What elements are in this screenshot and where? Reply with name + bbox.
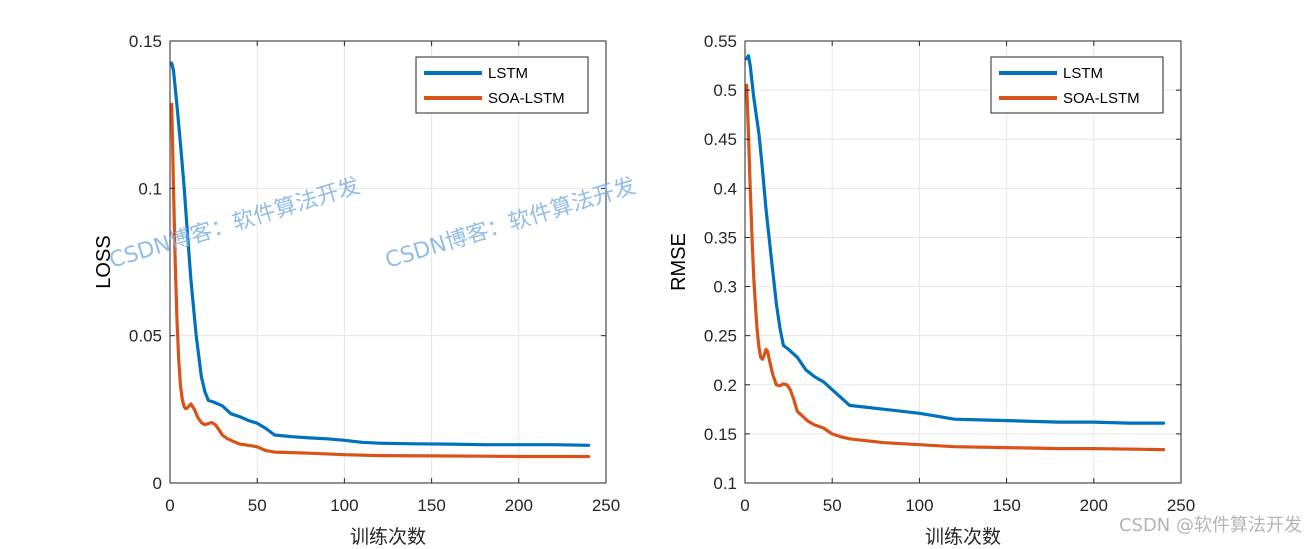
rmse-chart-series [745, 54, 1166, 452]
rmse-xtick-label: 200 [1080, 496, 1108, 515]
rmse-legend-lstm-label: LSTM [1063, 65, 1103, 82]
rmse-chart-ylabel: RMSE [668, 233, 690, 291]
rmse-ytick-label: 0.35 [704, 228, 737, 247]
rmse-ytick-label: 0.3 [713, 278, 737, 297]
loss-ytick-label: 0.1 [138, 179, 162, 198]
loss-series-soa-lstm-line [170, 102, 591, 459]
rmse-ytick-label: 0.15 [704, 425, 737, 444]
rmse-xtick-label: 150 [992, 496, 1020, 515]
rmse-ytick-label: 0.55 [704, 32, 737, 51]
loss-ytick-label: 0 [153, 474, 162, 493]
loss-xtick-label: 100 [330, 496, 358, 515]
rmse-xtick-label: 0 [740, 496, 749, 515]
loss-chart-ticks: 0 50 100 150 200 250 0 0.05 0.1 0.15 [129, 32, 620, 515]
loss-legend-soa-lstm-label: SOA-LSTM [488, 90, 565, 107]
rmse-legend-soa-lstm-label: SOA-LSTM [1063, 90, 1140, 107]
loss-legend-lstm-label: LSTM [488, 65, 528, 82]
rmse-ytick-label: 0.4 [713, 179, 737, 198]
rmse-ytick-label: 0.1 [713, 474, 737, 493]
loss-chart-xlabel: 训练次数 [350, 526, 426, 548]
rmse-ytick-label: 0.25 [704, 327, 737, 346]
loss-chart-axes-box [169, 40, 607, 484]
rmse-series-soa-lstm-line [745, 83, 1166, 452]
loss-xtick-label: 200 [505, 496, 533, 515]
loss-chart-legend: LSTM SOA-LSTM [415, 56, 589, 114]
rmse-ytick-label: 0.45 [704, 130, 737, 149]
loss-chart-legend-box [415, 56, 589, 114]
rmse-chart-axes-box [744, 40, 1182, 484]
rmse-chart-xlabel: 训练次数 [925, 526, 1001, 548]
rmse-chart-legend: LSTM SOA-LSTM [990, 56, 1164, 114]
loss-chart-series [170, 61, 591, 459]
loss-chart-ylabel: LOSS [93, 235, 115, 288]
rmse-xtick-label: 50 [823, 496, 842, 515]
loss-xtick-label: 0 [165, 496, 174, 515]
loss-xtick-label: 250 [592, 496, 620, 515]
loss-ytick-label: 0.15 [129, 32, 162, 51]
loss-xtick-label: 50 [248, 496, 267, 515]
loss-series-lstm-line [170, 61, 591, 447]
rmse-series-lstm-line [745, 54, 1166, 425]
rmse-xtick-label: 250 [1167, 496, 1195, 515]
loss-chart: 0 50 100 150 200 250 0 0.05 0.1 0.15 LOSS 训练次数 LS… [93, 32, 620, 548]
rmse-chart-legend-box [990, 56, 1164, 114]
credit-text: CSDN @软件算法开发 [1119, 515, 1302, 536]
rmse-chart: 0 50 100 150 200 250 0.1 0.15 0.2 0.25 0.3 0.35 0.4 0… [668, 32, 1195, 548]
rmse-chart-ticks: 0 50 100 150 200 250 0.1 0.15 0.2 0.25 0.3 0.35 0.4 0… [704, 32, 1195, 515]
rmse-ytick-label: 0.2 [713, 376, 737, 395]
loss-ytick-label: 0.05 [129, 327, 162, 346]
rmse-ytick-label: 0.5 [713, 81, 737, 100]
loss-xtick-label: 150 [417, 496, 445, 515]
rmse-xtick-label: 100 [905, 496, 933, 515]
